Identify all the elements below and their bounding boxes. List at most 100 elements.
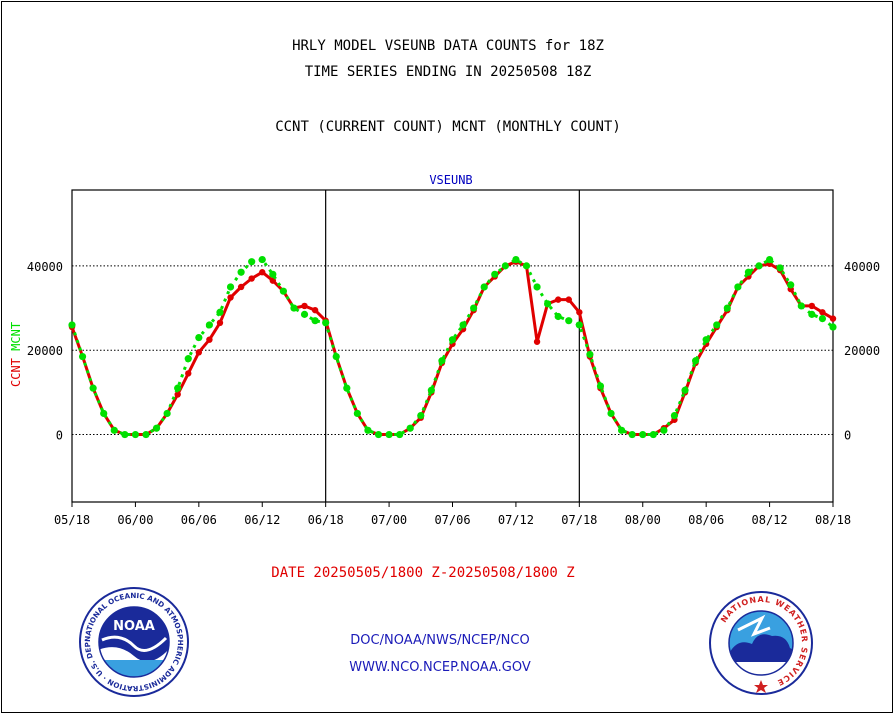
data-point-mcnt [501, 262, 509, 270]
data-point-mcnt [480, 283, 488, 291]
data-point-mcnt [491, 270, 499, 278]
data-point-mcnt [353, 409, 361, 418]
data-point-mcnt [544, 300, 552, 308]
data-point-mcnt [417, 411, 425, 420]
data-point-mcnt [131, 430, 140, 439]
data-point-ccnt [311, 306, 319, 314]
data-point-mcnt [438, 357, 446, 365]
data-point-ccnt [195, 349, 203, 356]
data-point-mcnt [121, 430, 129, 439]
series-line-ccnt [70, 260, 834, 436]
data-point-mcnt [448, 336, 457, 344]
y-axis-label-ccnt: CCNT [9, 358, 23, 387]
data-point-mcnt [459, 321, 467, 329]
data-point-mcnt [670, 411, 679, 420]
data-point-ccnt [174, 391, 181, 398]
y-tick-label-right: 0 [844, 429, 851, 443]
data-point-mcnt [691, 357, 700, 365]
y-tick-label-left: 20000 [27, 344, 63, 358]
data-point-mcnt [290, 304, 298, 312]
data-point-mcnt [89, 384, 97, 392]
data-point-mcnt [364, 426, 372, 434]
x-tick-label: 08/18 [815, 513, 851, 527]
data-point-mcnt [406, 424, 414, 432]
data-point-ccnt [554, 296, 562, 303]
data-point-mcnt [533, 283, 541, 291]
data-point-mcnt [152, 424, 161, 432]
noaa-logo-text: NOAA [113, 619, 155, 634]
data-point-mcnt [195, 333, 203, 342]
data-point-ccnt [237, 283, 245, 291]
data-point-mcnt [639, 430, 647, 439]
noaa-logo-icon: NATIONAL OCEANIC AND ATMOSPHERIC ADMINIS… [78, 586, 189, 697]
data-point-mcnt [78, 352, 87, 361]
data-point-ccnt [259, 269, 266, 276]
data-point-ccnt [819, 309, 826, 316]
data-point-ccnt [227, 294, 234, 301]
data-point-mcnt [512, 255, 520, 264]
y-tick-label-left: 40000 [27, 260, 63, 274]
data-point-mcnt [765, 255, 774, 264]
x-tick-label: 08/06 [688, 513, 724, 527]
data-point-ccnt [576, 309, 583, 316]
x-tick-label: 07/12 [498, 513, 534, 527]
plot-title: VSEUNB [429, 173, 473, 187]
data-point-mcnt [755, 262, 763, 270]
data-point-mcnt [110, 426, 118, 434]
data-point-mcnt [300, 310, 309, 318]
chart-title-line-2: TIME SERIES ENDING IN 20250508 18Z [304, 64, 592, 80]
x-tick-label: 07/00 [371, 513, 407, 527]
data-point-mcnt [808, 310, 816, 318]
data-point-mcnt [248, 258, 256, 266]
x-tick-label: 07/18 [561, 513, 597, 527]
y-axis-label: CCNT MCNT [9, 322, 23, 387]
data-point-mcnt [68, 321, 76, 329]
data-point-mcnt [396, 430, 404, 439]
y-tick-label-left: 0 [56, 429, 63, 443]
data-point-mcnt [575, 321, 583, 329]
data-point-ccnt [216, 319, 224, 327]
data-point-mcnt [258, 255, 266, 264]
data-point-mcnt [797, 302, 805, 310]
grid-layer [72, 265, 833, 436]
data-point-mcnt [216, 308, 224, 316]
chart-title-line-3: CCNT (CURRENT COUNT) MCNT (MONTHLY COUNT… [275, 119, 621, 135]
y-axis-label-mcnt: MCNT [9, 322, 23, 351]
data-point-mcnt [237, 268, 245, 276]
data-point-ccnt [248, 275, 255, 282]
website-link[interactable]: WWW.NCO.NCEP.NOAA.GOV [349, 660, 531, 675]
data-point-mcnt [596, 382, 605, 390]
x-tick-label: 06/06 [181, 513, 217, 527]
data-point-mcnt [343, 384, 351, 392]
chart-title-line-1: HRLY MODEL VSEUNB DATA COUNTS for 18Z [292, 38, 604, 54]
date-range: DATE 20250505/1800 Z-20250508/1800 Z [271, 565, 575, 581]
data-point-mcnt [787, 281, 795, 289]
data-point-mcnt [100, 409, 108, 418]
x-tick-label: 06/12 [244, 513, 280, 527]
data-point-mcnt [226, 283, 235, 291]
y-tick-label-right: 20000 [844, 344, 880, 358]
data-point-mcnt [374, 430, 383, 439]
x-tick-label: 08/12 [752, 513, 788, 527]
data-point-ccnt [185, 370, 192, 377]
org-path-text: DOC/NOAA/NWS/NCEP/NCO [350, 633, 530, 648]
data-point-mcnt [744, 268, 753, 276]
data-point-mcnt [618, 426, 626, 434]
x-tick-label: 06/18 [308, 513, 344, 527]
data-point-mcnt [205, 321, 214, 329]
data-point-mcnt [385, 430, 393, 439]
x-tick-label: 07/06 [434, 513, 470, 527]
data-point-mcnt [702, 336, 710, 344]
data-point-mcnt [184, 355, 192, 363]
data-point-mcnt [607, 409, 615, 418]
data-point-ccnt [829, 315, 837, 322]
x-tick-label: 05/18 [54, 513, 90, 527]
data-point-mcnt [332, 352, 340, 361]
y-axis-label-gap [9, 351, 23, 358]
data-point-mcnt [427, 386, 435, 394]
data-point-mcnt [734, 283, 742, 291]
y-tick-label-right: 40000 [844, 260, 880, 274]
series-layer [68, 255, 837, 439]
data-point-mcnt [470, 304, 478, 312]
